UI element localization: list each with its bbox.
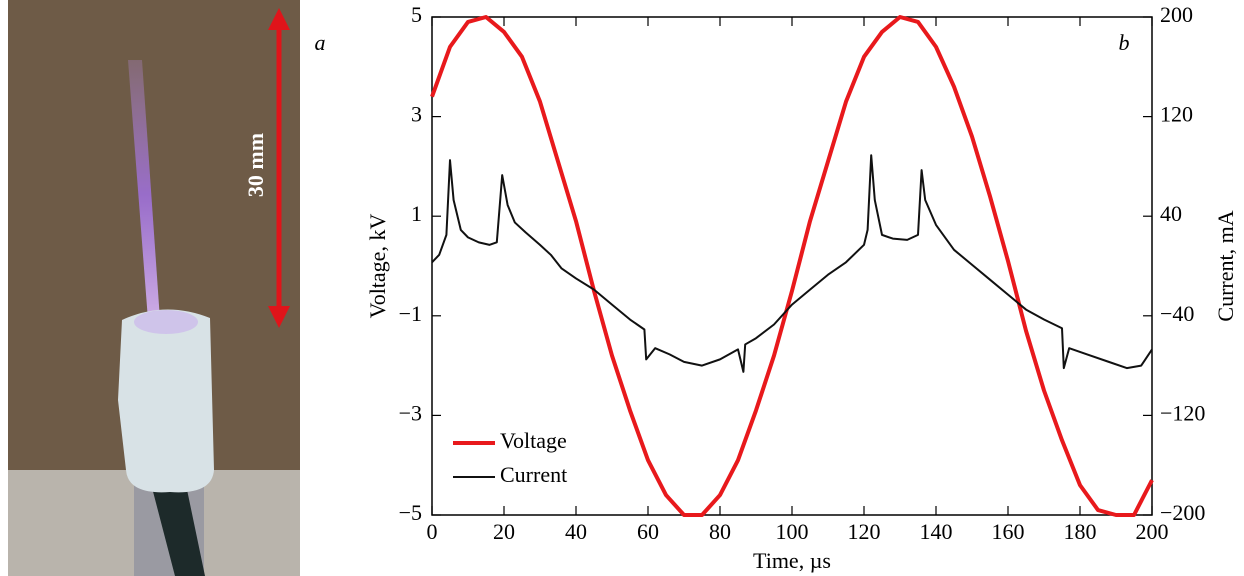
x-tick-label: 140 (920, 519, 953, 544)
series-line (430, 15, 1154, 517)
x-tick-label: 160 (992, 519, 1025, 544)
y-tick-label: 5 (411, 2, 422, 27)
holder (118, 309, 214, 493)
y2-tick-label: 40 (1160, 201, 1182, 226)
x-tick-label: 0 (427, 519, 438, 544)
y-tick-label: −3 (399, 400, 422, 425)
legend-label: Current (500, 462, 567, 487)
x-tick-label: 60 (637, 519, 659, 544)
legend-label: Voltage (500, 428, 567, 453)
panel-label: a (315, 30, 326, 55)
plasma-jet (128, 60, 160, 330)
y-tick-label: −1 (399, 301, 422, 326)
nozzle (134, 310, 198, 334)
y-axis-label: Voltage, kV (365, 214, 390, 319)
x-tick-label: 20 (493, 519, 515, 544)
scale-label: 30 mm (243, 133, 268, 197)
x-tick-label: 80 (709, 519, 731, 544)
x-tick-label: 120 (848, 519, 881, 544)
series-line (431, 154, 1153, 373)
panel-label: b (1119, 30, 1130, 55)
y2-tick-label: 200 (1160, 2, 1193, 27)
y2-tick-label: −120 (1160, 400, 1205, 425)
y2-tick-label: 120 (1160, 102, 1193, 127)
x-tick-label: 40 (565, 519, 587, 544)
y2-tick-label: −40 (1160, 301, 1194, 326)
y-tick-label: 3 (411, 102, 422, 127)
x-axis-label: Time, µs (753, 548, 831, 573)
photo: 30 mm a (8, 0, 326, 576)
x-tick-label: 100 (776, 519, 809, 544)
y-tick-label: 1 (411, 201, 422, 226)
x-tick-label: 200 (1136, 519, 1169, 544)
y2-tick-label: −200 (1160, 500, 1205, 525)
cable (150, 480, 205, 576)
x-tick-label: 180 (1064, 519, 1097, 544)
y-tick-label: −5 (399, 500, 422, 525)
y2-axis-label: Current, mA (1213, 210, 1238, 321)
